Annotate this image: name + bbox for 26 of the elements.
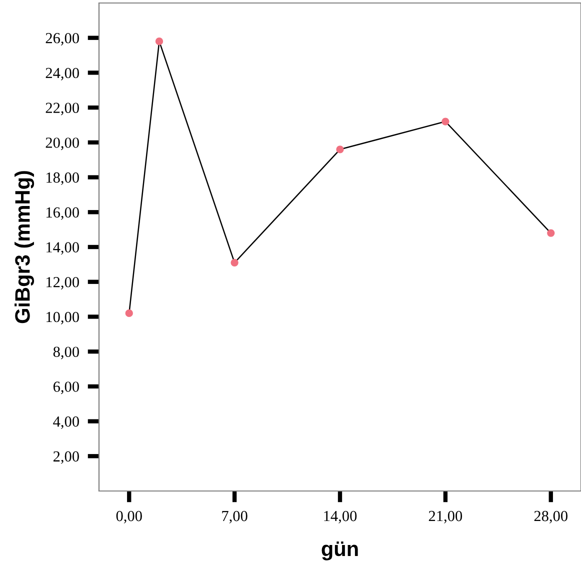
point bbox=[230, 258, 238, 266]
y-tick-label: 18,00 bbox=[46, 172, 79, 185]
y-tick-label: 16,00 bbox=[46, 207, 79, 220]
x-tick-label: 14,00 bbox=[324, 510, 357, 524]
x-axis-title: gün bbox=[322, 542, 358, 560]
x-tick-label: 21,00 bbox=[428, 510, 462, 524]
y-tick-label: 6,00 bbox=[53, 382, 79, 394]
x-tick-label: 28,00 bbox=[534, 510, 568, 524]
x-tick-label: 7,00 bbox=[222, 510, 248, 524]
y-tick-label: 22,00 bbox=[46, 102, 79, 116]
point bbox=[125, 309, 133, 318]
y-tick-label: 4,00 bbox=[53, 416, 79, 429]
point bbox=[547, 229, 555, 237]
y-tick-label: 26,00 bbox=[46, 33, 79, 46]
y-tick-label: 14,00 bbox=[46, 242, 79, 255]
y-axis-title: GiBgr3 (mmHg) bbox=[14, 171, 34, 324]
y-tick-label: 12,00 bbox=[46, 277, 79, 290]
y-tick-label: 8,00 bbox=[53, 346, 79, 360]
y-tick-label: 2,00 bbox=[53, 451, 79, 464]
y-tick-label: 10,00 bbox=[46, 312, 79, 324]
x-tick-label: 0,00 bbox=[116, 510, 142, 524]
y-tick-label: 24,00 bbox=[46, 68, 79, 80]
y-tick-label: 20,00 bbox=[46, 138, 79, 150]
point bbox=[155, 38, 164, 46]
point bbox=[442, 118, 450, 126]
point bbox=[336, 146, 344, 154]
